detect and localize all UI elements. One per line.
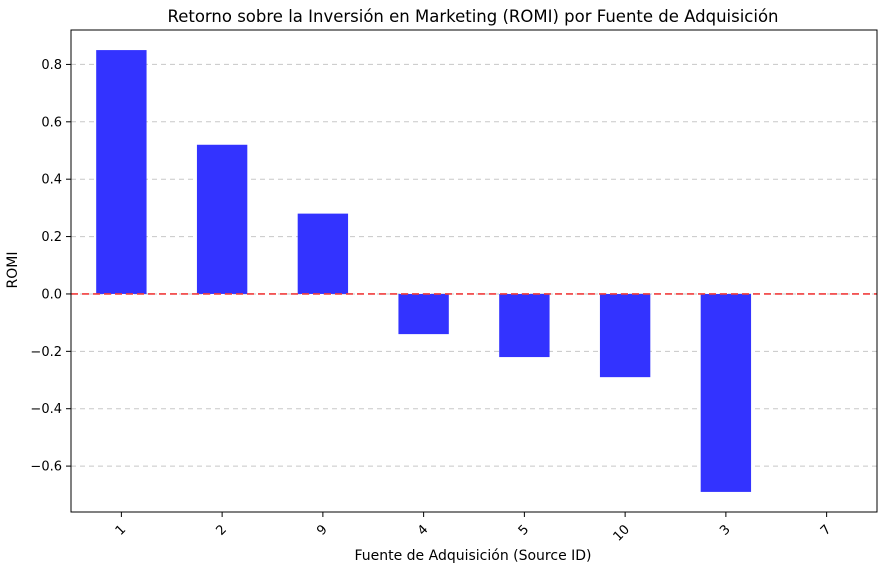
- y-tick-label: 0.4: [41, 173, 62, 188]
- gridlines: [71, 63, 877, 467]
- x-tick-label: 1: [113, 522, 129, 538]
- y-tick-label: −0.4: [30, 402, 62, 417]
- y-axis-title: ROMI: [5, 252, 21, 289]
- bar-source-1: [96, 50, 147, 294]
- bar-source-4: [398, 293, 449, 335]
- bar-source-2: [196, 144, 248, 294]
- x-tick-label: 5: [516, 522, 532, 538]
- x-axis-title: Fuente de Adquisición (Source ID): [354, 548, 591, 564]
- x-tick-label: 7: [818, 522, 834, 538]
- x-axis-ticks: 1 2 9 4 5 10 3 7: [113, 512, 834, 545]
- x-tick-label: 2: [213, 522, 229, 538]
- bar-source-10: [599, 293, 651, 378]
- y-axis-ticks: −0.6 −0.4 −0.2 0.0 0.2 0.4 0.6 0.8: [30, 58, 71, 475]
- y-tick-label: 0.0: [41, 287, 62, 302]
- x-tick-label: 3: [717, 522, 733, 538]
- x-tick-label: 4: [415, 522, 431, 538]
- bar-source-3: [700, 293, 752, 492]
- chart-title: Retorno sobre la Inversión en Marketing …: [167, 7, 778, 26]
- bar-source-9: [297, 213, 349, 294]
- plot-frame: [70, 29, 878, 513]
- y-tick-label: −0.2: [30, 345, 62, 360]
- y-tick-label: −0.6: [30, 460, 62, 475]
- y-tick-label: 0.2: [41, 230, 62, 245]
- bar-source-5: [499, 293, 550, 358]
- x-tick-label: 10: [611, 522, 633, 544]
- y-tick-label: 0.6: [41, 115, 62, 130]
- bars: [96, 50, 752, 492]
- y-tick-label: 0.8: [41, 58, 62, 73]
- x-tick-label: 9: [314, 522, 330, 538]
